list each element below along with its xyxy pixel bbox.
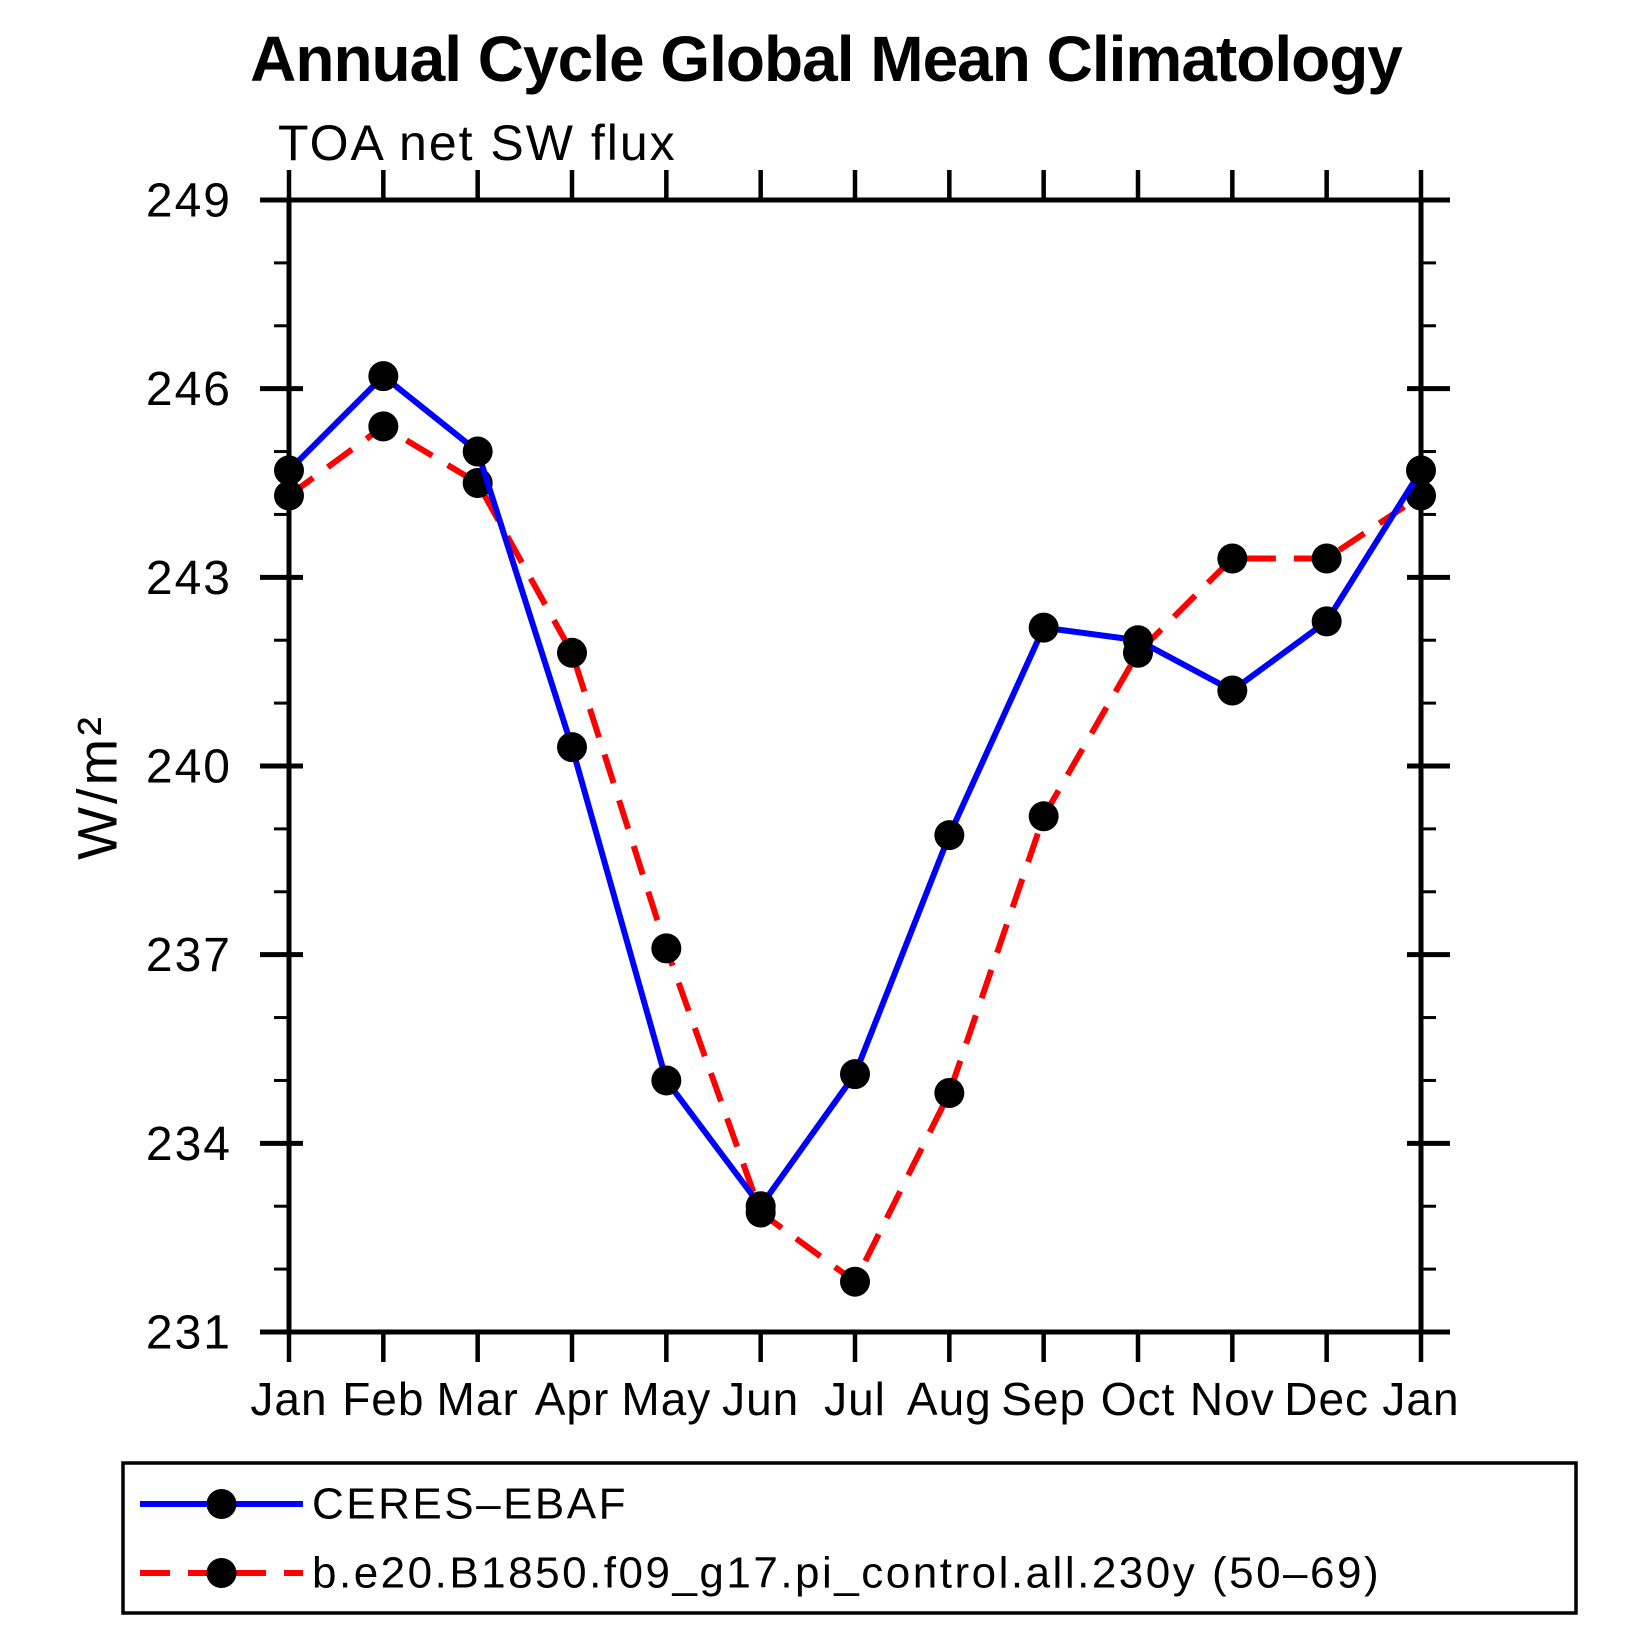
series-markers bbox=[274, 411, 1436, 1297]
x-tick-label: Jan bbox=[1382, 1373, 1459, 1425]
x-tick-label: Aug bbox=[907, 1373, 992, 1425]
y-tick-labels: 231 234 237 240 243 246 249 bbox=[146, 175, 232, 1360]
x-tick-label: May bbox=[621, 1373, 711, 1425]
legend-item-ceres-ebaf: CERES–EBAF bbox=[140, 1480, 628, 1529]
y-tick-label: 234 bbox=[146, 1118, 232, 1171]
x-tick-label: Mar bbox=[437, 1373, 519, 1425]
legend-item-b-e20-b1850-f09-g17-pi-control-all-230y-50-69: b.e20.B1850.f09_g17.pi_control.all.230y … bbox=[140, 1549, 1381, 1598]
y-tick-label: 240 bbox=[146, 741, 232, 794]
series-line bbox=[287, 422, 1423, 1287]
series-markers bbox=[274, 361, 1436, 1222]
x-tick-label: Jun bbox=[722, 1373, 799, 1425]
x-tick-label: Sep bbox=[1001, 1373, 1086, 1425]
x-axis-ticks-top bbox=[286, 170, 1424, 200]
legend-marker bbox=[206, 1489, 237, 1519]
legend-marker bbox=[206, 1558, 237, 1588]
x-tick-label: Feb bbox=[342, 1373, 424, 1425]
y-tick-label: 249 bbox=[146, 175, 232, 228]
legend-label: b.e20.B1850.f09_g17.pi_control.all.230y … bbox=[312, 1549, 1381, 1598]
y-tick-label: 237 bbox=[146, 929, 232, 982]
legend-label: CERES–EBAF bbox=[312, 1480, 628, 1529]
y-axis-ticks-right bbox=[1407, 197, 1450, 1335]
x-axis-ticks-bottom bbox=[286, 1332, 1424, 1362]
x-tick-label: Apr bbox=[535, 1373, 610, 1425]
chart-title: Annual Cycle Global Mean Climatology bbox=[250, 23, 1403, 95]
chart-subtitle: TOA net SW flux bbox=[278, 115, 677, 171]
series-b-e20-b1850-f09-g17-pi-control-all-230y-50-69 bbox=[274, 411, 1436, 1297]
y-tick-label: 231 bbox=[146, 1307, 232, 1360]
plot-frame bbox=[286, 197, 1424, 1335]
y-axis-ticks-left bbox=[260, 197, 303, 1335]
x-tick-label: Jul bbox=[824, 1373, 886, 1425]
y-tick-label: 246 bbox=[146, 363, 232, 416]
y-tick-label: 243 bbox=[146, 552, 232, 605]
x-tick-label: Oct bbox=[1101, 1373, 1176, 1425]
x-tick-label: Jan bbox=[250, 1373, 327, 1425]
series-ceres-ebaf bbox=[274, 361, 1436, 1222]
x-tick-label: Dec bbox=[1284, 1373, 1369, 1425]
x-tick-labels: Jan Feb Mar Apr May Jun Jul Aug Sep Oct Nov Dec Jan bbox=[250, 1373, 1459, 1425]
legend-box: CERES–EBAF b.e20.B1850.f09_g17.pi_control… bbox=[121, 1461, 1578, 1615]
x-tick-label: Nov bbox=[1190, 1373, 1275, 1425]
